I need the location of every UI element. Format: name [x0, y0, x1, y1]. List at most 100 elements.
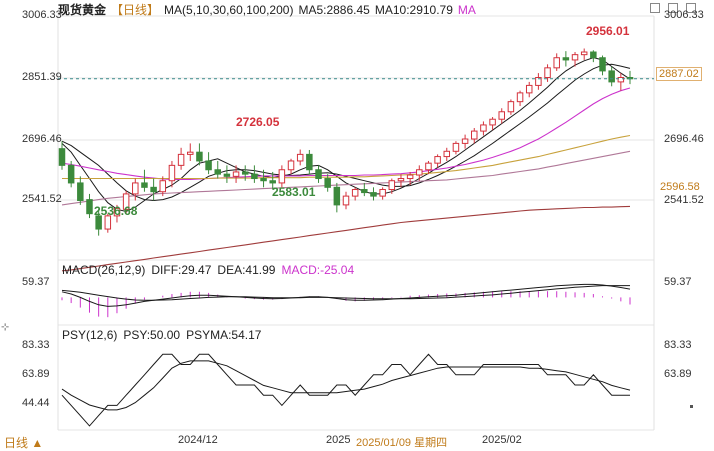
candle-body	[269, 180, 276, 184]
crosshair-icon: ⊹	[1, 322, 10, 333]
candle-body	[214, 169, 221, 175]
candlestick-series	[58, 48, 634, 236]
candle-body	[251, 173, 258, 180]
candle-body	[150, 186, 157, 193]
psyma-value: PSYMA:54.17	[186, 328, 262, 342]
candle-body	[580, 51, 588, 56]
candle-body	[525, 84, 533, 94]
candle-body	[425, 162, 432, 171]
ma-tag: 2596.58	[660, 181, 700, 193]
candle-body	[507, 101, 515, 113]
macd-line-dea	[61, 285, 630, 301]
candle-body	[196, 151, 203, 162]
macd-line-diff	[61, 283, 631, 307]
candle-body	[516, 92, 524, 103]
price-tag: 2887.02	[656, 67, 702, 81]
candle-body	[562, 57, 570, 61]
candle-body	[95, 215, 102, 230]
candle-body	[296, 153, 304, 162]
ma-line-ma30	[61, 87, 631, 180]
annotation-peak: 2726.05	[236, 115, 280, 129]
y-tick-right: 2541.52	[664, 194, 704, 206]
macd-header: MACD(26,12,9) DIFF:29.47 DEA:41.99 MACD:-25…	[62, 263, 360, 277]
candle-body	[351, 189, 359, 197]
candle-body	[370, 192, 377, 197]
macd-panel	[61, 283, 631, 318]
annotation-low-left: 2536.68	[94, 204, 138, 218]
macd-label: MACD(26,12,9)	[62, 263, 146, 277]
psy-y-tick-left: 63.89	[22, 368, 50, 380]
candle-body	[388, 180, 396, 191]
psy-line-psy	[61, 353, 630, 427]
candle-body	[132, 182, 139, 195]
candle-body	[306, 153, 313, 171]
candle-body	[205, 160, 212, 171]
candle-body	[67, 164, 75, 184]
candle-body	[232, 171, 240, 177]
candle-body	[77, 182, 84, 202]
x-label-cursor-date: 2025/01/09 星期四	[356, 437, 448, 449]
x-label: 2025	[326, 434, 351, 446]
psy-label: PSY(12,6)	[62, 328, 118, 342]
candle-body	[278, 169, 286, 184]
candle-body	[260, 178, 267, 182]
candle-body	[122, 193, 130, 210]
ma-label: MA(5,10,30,60,100,200)	[164, 3, 294, 17]
psy-y-tick-left: 83.33	[22, 339, 50, 351]
ma-line-ma5	[61, 57, 631, 213]
y-tick-left: 2696.46	[22, 133, 62, 145]
settings-icon[interactable]	[650, 3, 660, 13]
grid-lines	[57, 15, 655, 431]
candle-body	[434, 156, 441, 164]
candle-body	[86, 199, 93, 215]
candle-body	[58, 148, 66, 166]
candle-body	[324, 178, 331, 188]
ma-line-ma100	[61, 150, 631, 206]
psy-y-tick-right: 83.33	[664, 339, 692, 351]
candle-body	[461, 138, 469, 144]
period-switch[interactable]: 日线 ▲	[4, 436, 44, 450]
psy-panel	[61, 353, 631, 427]
candle-body	[379, 189, 386, 197]
diff-value: DIFF:29.47	[151, 263, 212, 277]
ma-line-ma200	[61, 205, 631, 272]
candle-body	[608, 70, 615, 83]
ma10-value: MA10:2910.79	[374, 3, 453, 17]
psy-line-psyma	[61, 360, 631, 411]
candle-body	[159, 180, 167, 193]
close-icon[interactable]	[686, 3, 696, 13]
candle-body	[397, 178, 405, 182]
candle-body	[452, 142, 460, 152]
candle-body	[471, 130, 478, 140]
grid-icon[interactable]	[668, 3, 678, 13]
psy-y-tick-right: 63.89	[664, 368, 692, 380]
x-label: 2025/02	[482, 434, 522, 446]
period-label[interactable]: 【日线】	[111, 3, 160, 17]
candle-body	[361, 189, 368, 194]
ma5-value: MA5:2886.45	[298, 3, 370, 17]
marker-dot	[690, 405, 693, 408]
candle-body	[544, 67, 551, 79]
candle-body	[241, 171, 249, 175]
candle-body	[535, 77, 542, 86]
candle-body	[287, 160, 295, 171]
candle-body	[498, 111, 505, 120]
psy-header: PSY(12,6) PSY:50.00 PSYMA:54.17	[62, 328, 267, 342]
candle-body	[315, 169, 322, 180]
candle-body	[489, 118, 496, 126]
y-tick-left: 2541.52	[22, 193, 62, 205]
psy-value: PSY:50.00	[123, 328, 181, 342]
macd-value: MACD:-25.04	[281, 263, 355, 277]
candle-body	[599, 57, 606, 72]
toolbar-icons	[650, 3, 696, 13]
candle-body	[187, 151, 194, 155]
candle-body	[443, 150, 451, 158]
x-label: 2024/12	[178, 434, 218, 446]
y-tick-left: 2851.39	[22, 71, 62, 83]
y-tick-left: 3006.33	[22, 9, 62, 21]
candle-body	[617, 77, 625, 83]
candle-body	[168, 164, 176, 182]
candle-body	[223, 173, 231, 177]
candle-body	[416, 169, 423, 176]
